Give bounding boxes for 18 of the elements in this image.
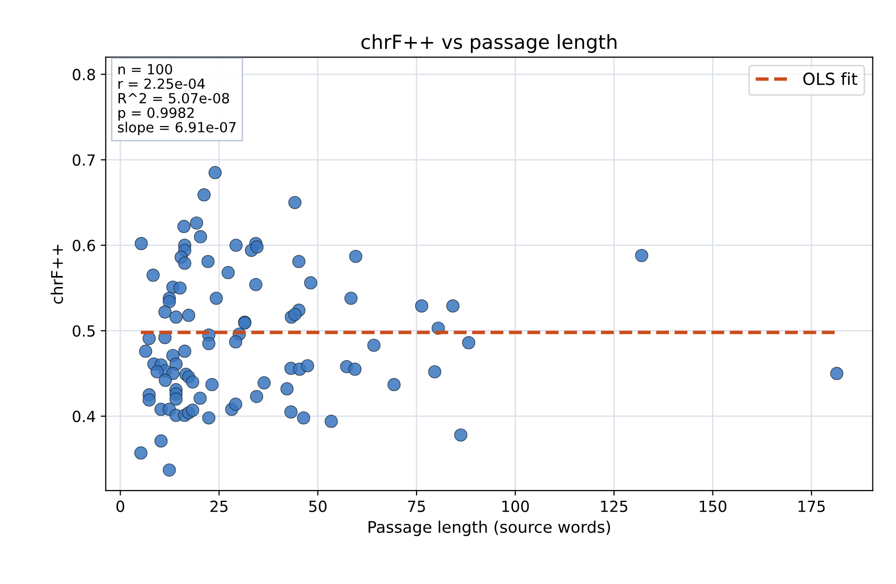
legend-label: OLS fit (803, 72, 858, 86)
annotation: n = 100 r = 2.25e-04 R^2 = 5.07e-08 p = 0.9982 slope = 6.91e-07 (118, 64, 236, 136)
y-axis-title: chrF++ (50, 244, 64, 304)
y-tick-label: 0.8 (72, 68, 95, 80)
y-tick-label: 0.4 (72, 410, 96, 422)
x-tick-label: 0 (116, 500, 124, 512)
x-axis-title: Passage length (source words) (368, 520, 610, 536)
chart-title: chrF++ vs passage length (361, 34, 616, 53)
y-tick-label: 0.7 (72, 154, 95, 166)
x-tick-label: 175 (798, 500, 825, 512)
x-tick-label: 25 (210, 500, 228, 512)
x-tick-label: 150 (700, 500, 726, 512)
x-tick-label: 50 (309, 500, 327, 512)
y-tick-label: 0.5 (72, 325, 95, 337)
x-tick-label: 75 (408, 500, 425, 512)
x-tick-label: 100 (502, 500, 529, 512)
y-tick-label: 0.6 (72, 240, 96, 252)
x-tick-label: 125 (601, 500, 628, 512)
